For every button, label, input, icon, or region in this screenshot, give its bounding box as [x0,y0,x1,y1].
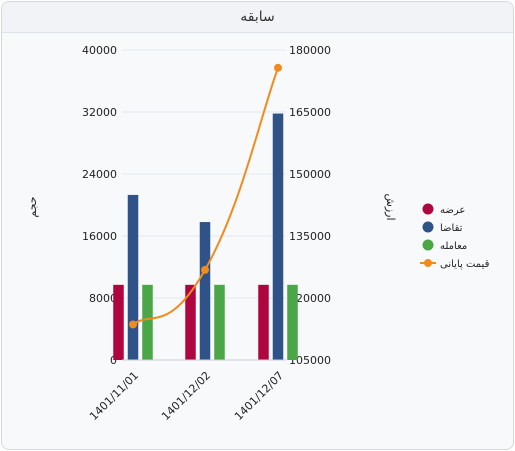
legend-item-2[interactable]: تقاضا [422,221,463,235]
bar-3-3[interactable] [287,284,298,360]
bar-2-1[interactable] [127,194,139,360]
legend-swatch [424,259,432,267]
legend-item-4[interactable]: قیمت پایانی [420,259,490,270]
bar-1-3[interactable] [258,284,269,360]
left-tick-label: 0 [110,354,117,367]
legend-label: معامله [440,241,467,252]
left-tick-label: 8000 [89,292,117,305]
left-tick-label: 16000 [82,230,117,243]
right-tick-label: 120000 [289,292,331,305]
left-tick-label: 40000 [82,44,117,57]
right-axis-title: ارزش [384,193,397,220]
right-axis: 105000 120000 135000 150000 165000 180000 [289,44,331,367]
bar-1-2[interactable] [185,284,196,360]
right-tick-label: 135000 [289,230,331,243]
x-tick-label: 1401/12/07 [232,369,286,423]
price-line [129,63,282,329]
legend-swatch [422,221,434,233]
legend-swatch [422,239,434,251]
x-tick-label: 1401/11/01 [87,369,141,423]
left-tick-label: 32000 [82,106,117,119]
card-title: سابقه [2,2,513,33]
x-axis: 1401/11/01 1401/12/02 1401/12/07 [87,359,286,423]
legend-label: تقاضا [440,223,463,234]
legend-item-3[interactable]: معامله [422,239,468,253]
legend: عرضه تقاضا معامله قیمت پایانی [420,203,490,270]
bar-1-1[interactable] [113,284,124,360]
bar-3-1[interactable] [142,284,153,360]
right-tick-label: 180000 [289,44,331,57]
bar-2-2[interactable] [199,222,211,360]
legend-label: قیمت پایانی [440,259,490,270]
left-axis: 0 8000 16000 24000 32000 40000 [82,44,117,367]
legend-item-1[interactable]: عرضه [422,203,466,217]
price-point-1[interactable] [129,320,137,329]
bars [113,113,298,360]
legend-swatch [422,203,434,215]
left-axis-title: حجم [26,196,39,217]
left-tick-label: 24000 [82,168,117,181]
bar-2-3[interactable] [272,113,284,360]
price-line-path [132,67,279,326]
bar-3-2[interactable] [214,284,225,360]
price-point-2[interactable] [201,265,209,274]
right-tick-label: 165000 [289,106,331,119]
price-point-3[interactable] [274,63,282,72]
x-tick-label: 1401/12/02 [159,369,213,423]
legend-label: عرضه [440,205,465,216]
right-tick-label: 105000 [289,354,331,367]
right-tick-label: 150000 [289,168,331,181]
